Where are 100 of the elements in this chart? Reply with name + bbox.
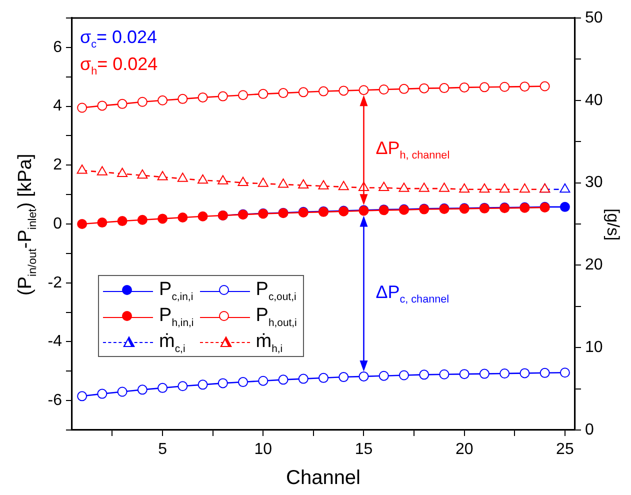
point xyxy=(398,182,410,192)
point xyxy=(117,216,128,226)
point xyxy=(540,81,550,92)
x-tick-label: 25 xyxy=(556,441,574,458)
point xyxy=(77,102,88,113)
point xyxy=(378,182,390,191)
point xyxy=(97,100,108,111)
point xyxy=(178,94,188,104)
legend-label: ṁ$_{h,i}$ xyxy=(256,330,283,354)
point xyxy=(298,179,309,189)
point xyxy=(459,183,470,193)
point xyxy=(338,180,349,190)
point xyxy=(338,86,349,96)
legend-label: ṁ$_{c,i}$ xyxy=(159,330,186,354)
point xyxy=(520,82,530,92)
point xyxy=(218,175,228,184)
y-tick-label: 2 xyxy=(53,156,62,174)
point xyxy=(97,388,108,399)
point xyxy=(117,168,128,177)
y2-tick-label: 40 xyxy=(585,92,603,109)
point xyxy=(358,85,369,96)
point xyxy=(178,381,188,392)
point xyxy=(158,214,168,224)
x-tick-label: 10 xyxy=(254,441,272,458)
point xyxy=(278,88,288,98)
point xyxy=(358,371,369,382)
point xyxy=(238,377,248,388)
y2-tick-label: 10 xyxy=(585,339,603,356)
point xyxy=(238,176,248,186)
y2-tick-label: 0 xyxy=(585,421,594,438)
point xyxy=(560,202,570,212)
point xyxy=(158,95,168,106)
y2-axis-title: [g/s] xyxy=(604,208,623,240)
point xyxy=(419,83,430,94)
point xyxy=(520,368,530,378)
point xyxy=(398,84,409,94)
point xyxy=(418,182,430,192)
point xyxy=(258,178,268,187)
point xyxy=(499,183,510,193)
point xyxy=(137,96,148,107)
point xyxy=(540,368,550,378)
point xyxy=(278,374,288,385)
x-axis-title: Channel xyxy=(286,467,361,489)
annotation: ΔP$_{c, channel}$ xyxy=(376,282,449,306)
point xyxy=(378,84,389,95)
point xyxy=(137,169,148,179)
point xyxy=(177,172,188,182)
point xyxy=(519,183,530,193)
point xyxy=(398,370,409,380)
point xyxy=(298,87,308,98)
legend-label: P$_{h,in,i}$ xyxy=(159,304,194,329)
point xyxy=(158,382,168,393)
legend-label: P$_{h,out,i}$ xyxy=(256,304,297,329)
point xyxy=(137,384,148,395)
point xyxy=(77,219,88,229)
point xyxy=(97,218,108,228)
point xyxy=(218,91,228,102)
point xyxy=(137,214,148,225)
y-tick-label: 6 xyxy=(53,38,62,56)
y-tick-label: -4 xyxy=(48,333,62,350)
annotation: σ$_{h}$= 0.024 xyxy=(80,54,158,78)
point xyxy=(419,370,430,380)
legend-label: P$_{c,out,i}$ xyxy=(256,279,296,303)
point xyxy=(238,90,248,100)
annotation: σ$_{c}$= 0.024 xyxy=(80,27,158,51)
point xyxy=(198,174,208,184)
point xyxy=(459,369,470,380)
point xyxy=(218,378,228,388)
point xyxy=(479,368,490,379)
x-tick-label: 20 xyxy=(455,441,474,458)
point xyxy=(178,212,188,223)
point xyxy=(479,183,490,193)
point xyxy=(77,391,88,402)
y-tick-label: 0 xyxy=(53,215,62,232)
point xyxy=(96,166,108,176)
annotation: ΔP$_{h, channel}$ xyxy=(376,138,450,162)
point xyxy=(318,86,328,96)
point xyxy=(76,164,88,174)
point xyxy=(438,182,450,192)
point xyxy=(560,368,570,378)
point xyxy=(198,211,208,222)
y2-tick-label: 20 xyxy=(585,256,603,274)
y-tick-label: 4 xyxy=(53,98,62,115)
point xyxy=(439,83,450,94)
point xyxy=(298,374,308,384)
x-tick-label: 5 xyxy=(158,441,168,458)
point xyxy=(198,380,208,390)
point xyxy=(479,82,490,92)
point xyxy=(117,98,128,109)
y-tick-label: -6 xyxy=(48,392,62,409)
point xyxy=(500,82,510,92)
point xyxy=(198,92,208,102)
point xyxy=(439,369,450,380)
x-tick-label: 15 xyxy=(354,441,373,458)
y-tick-label: -2 xyxy=(48,274,62,292)
point xyxy=(318,372,328,383)
point xyxy=(378,370,389,381)
y2-tick-label: 50 xyxy=(585,9,603,26)
point xyxy=(157,171,168,180)
point xyxy=(459,82,470,92)
